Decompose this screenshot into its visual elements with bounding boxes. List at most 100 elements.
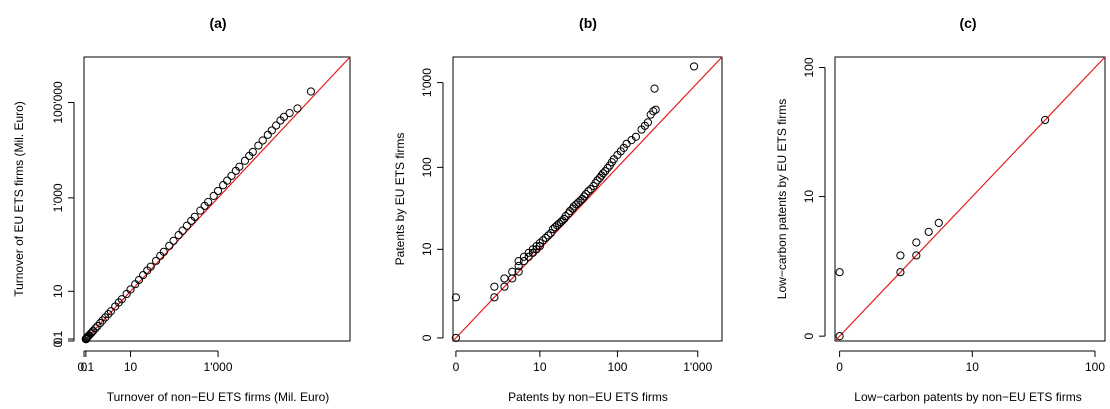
panel-a-x-label: Turnover of non−EU ETS firms (Mil. Euro) [107,390,330,404]
panel-b-points [451,62,699,343]
data-point [561,212,570,221]
x-tick-label: 0 [81,360,88,374]
panel-c-points [835,115,1050,341]
data-point [223,176,232,185]
data-point [912,251,921,260]
data-point [835,268,844,277]
panel-b-reference-line [452,56,723,342]
panel-c-reference-line [834,56,1106,342]
data-point [293,104,302,113]
x-tick-label: 10 [533,360,547,374]
data-point [178,226,187,235]
data-point [104,310,113,319]
y-tick-label: 100 [420,157,434,177]
panel-c-x-label: Low−carbon patents by non−EU ETS firms [854,390,1081,404]
data-point [650,84,659,93]
data-point [240,156,250,165]
data-point [451,293,461,302]
data-point [285,108,294,118]
data-point [599,169,608,178]
x-tick-label: 10 [966,360,980,374]
data-point [514,256,523,266]
data-point [569,202,578,211]
data-point [91,324,100,333]
data-point [912,238,921,247]
data-point [165,241,174,250]
x-tick-label: 0 [453,360,460,374]
data-point [272,121,281,130]
y-tick-label: 10 [51,284,65,298]
panel-b: (b) 0 10 100 1'000 0 10 100 1'000 Patents by n… [393,15,723,404]
data-point [631,132,640,141]
y-tick-label: 1'000 [51,183,65,212]
panel-c-plot-area [834,56,1106,342]
data-point [146,262,155,271]
data-point [117,295,126,304]
panel-a-reference-line [83,56,351,342]
data-point [500,282,509,291]
data-point [490,282,499,291]
data-point [544,231,553,240]
data-point [451,333,461,343]
x-tick-label: 1'000 [204,360,233,374]
data-point [581,189,591,199]
reference-line-y-equals-x [834,56,1106,342]
data-point [89,326,98,335]
data-point [896,251,905,260]
panel-c-x-axis: 0 10 100 [836,350,1105,374]
panel-a-points [81,87,316,344]
panel-c-y-label: Low−carbon patents by EU ETS firms [775,99,789,299]
data-point [263,130,272,139]
data-point [576,196,585,205]
data-point [248,147,257,157]
data-point [1041,115,1050,125]
data-point [500,274,509,283]
data-point [106,307,116,316]
y-tick-label: 10 [420,242,434,256]
y-tick-label: 1'000 [420,68,434,97]
data-point [835,332,844,341]
data-point [235,162,244,171]
data-point [204,197,213,207]
x-tick-label: 100 [607,360,627,374]
data-point [649,107,658,116]
data-point [538,236,548,245]
y-tick-label: 100 [802,57,816,77]
x-tick-label: 0 [836,360,843,374]
data-point [508,267,517,276]
data-point [514,267,523,276]
data-point [174,230,183,240]
data-point [689,62,699,71]
data-point [603,164,612,173]
data-point [182,221,192,230]
data-point [267,126,276,135]
data-point [219,181,228,190]
data-point [514,261,523,271]
data-point [151,256,161,265]
data-point [93,322,102,331]
data-point [519,256,529,266]
data-point [924,227,933,236]
panel-b-x-axis: 0 10 100 1'000 [453,350,713,374]
data-point [279,112,289,121]
data-point [126,285,135,294]
data-point [541,233,550,242]
data-point [896,268,905,277]
data-point [584,187,593,196]
data-point [169,236,178,245]
data-point [159,247,168,256]
y-tick-label: 0 [51,337,65,344]
data-point [580,192,589,201]
panel-a-x-axis: 00.1 10 1'000 [78,350,233,374]
reference-line-y-equals-x [83,56,351,342]
data-point [306,87,316,96]
panel-b-plot-area [452,56,723,342]
y-tick-label: 0.1 [51,330,65,347]
panel-b-title: (b) [579,15,597,31]
data-point [138,271,148,280]
panel-c: (c) 0 10 100 0 10 100 Low−carbon patents by … [775,15,1106,404]
data-point [85,331,94,340]
data-point [490,293,499,302]
data-point [209,191,218,201]
